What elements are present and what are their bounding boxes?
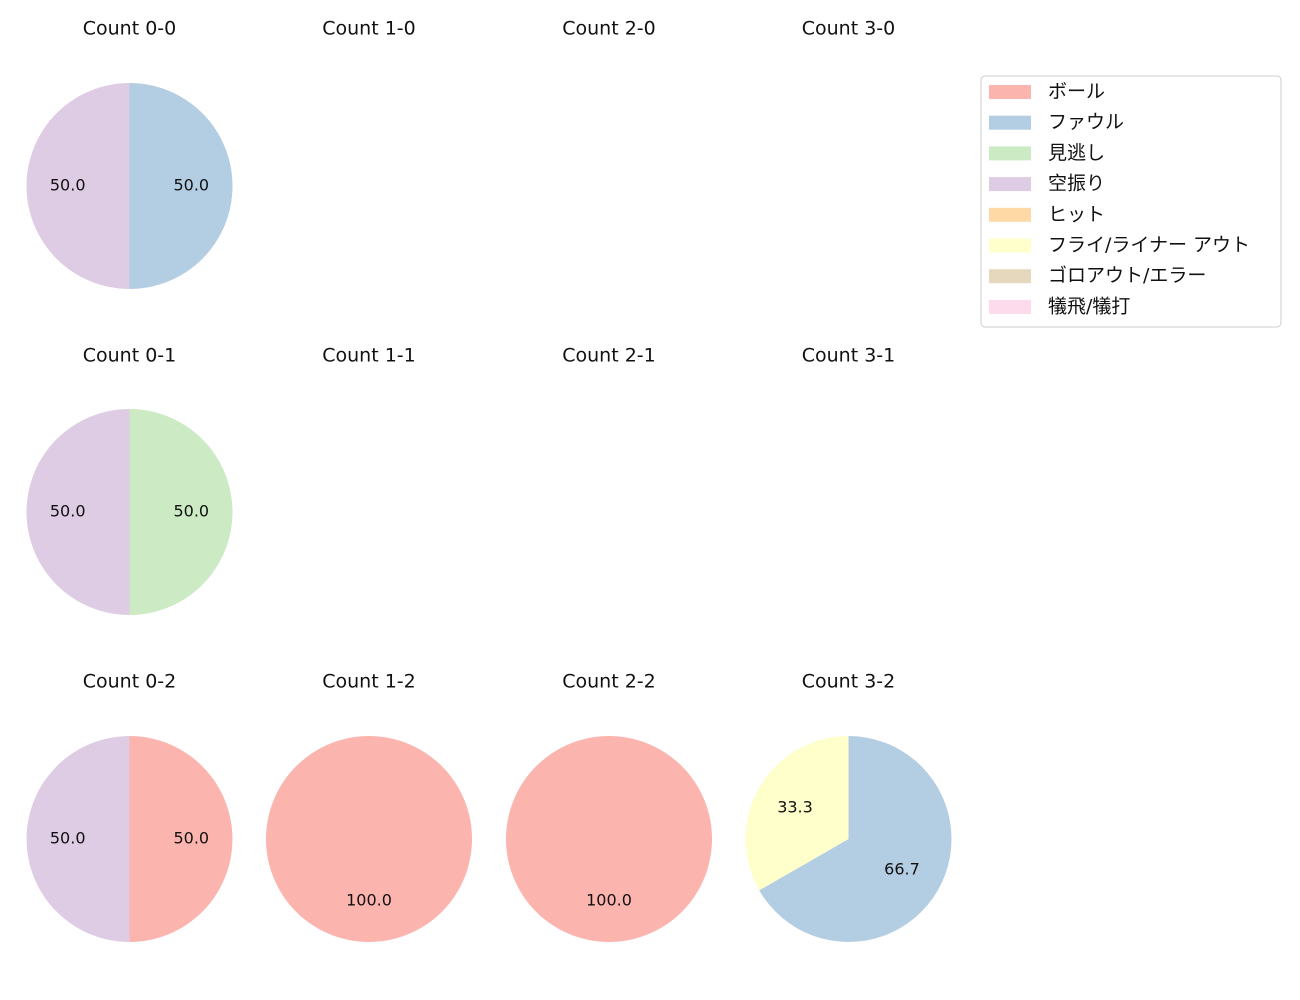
legend-label-fly-liner-out: フライ/ライナー アウト <box>1048 234 1250 256</box>
legend-swatch-foul <box>989 115 1031 130</box>
legend-label-foul: ファウル <box>1048 111 1124 133</box>
pie-count-1-0: Count 1-0 <box>322 18 416 40</box>
legend-label-sacrifice: 犠飛/犠打 <box>1048 295 1130 317</box>
legend-label-grounder-error: ゴロアウト/エラー <box>1048 265 1206 287</box>
legend-swatch-ball <box>989 85 1031 99</box>
pie-count-0-0-title: Count 0-0 <box>83 18 177 40</box>
pie-count-3-2-label-fly-liner-out: 33.3 <box>777 798 813 817</box>
pie-count-0-0: Count 0-0 50.0 50.0 <box>26 18 233 289</box>
pie-count-2-1: Count 2-1 <box>562 345 656 367</box>
pie-count-2-2-slice-ball <box>506 736 712 942</box>
legend-swatch-grounder-error <box>989 269 1031 284</box>
pie-count-0-1-title: Count 0-1 <box>83 345 177 367</box>
legend-label-ball: ボール <box>1048 81 1105 103</box>
legend-swatch-fly-liner-out <box>989 238 1031 253</box>
pie-count-2-2-label-ball: 100.0 <box>586 890 632 909</box>
legend-swatch-swinging <box>989 177 1031 192</box>
pie-count-1-2-title: Count 1-2 <box>322 671 416 693</box>
pie-count-1-1-title: Count 1-1 <box>322 345 416 367</box>
pie-count-3-1-title: Count 3-1 <box>802 345 896 367</box>
pie-count-3-2-label-foul: 66.7 <box>884 859 920 878</box>
pie-count-0-2: Count 0-2 50.0 50.0 <box>26 671 233 942</box>
pie-count-2-2-title: Count 2-2 <box>562 671 656 693</box>
pie-count-0-0-label-swinging: 50.0 <box>50 176 86 195</box>
pie-count-0-2-slice-swinging <box>26 736 130 942</box>
pie-count-0-1-label-swinging: 50.0 <box>50 502 86 521</box>
pie-count-3-2-slice-fly-liner-out <box>745 736 849 891</box>
legend-swatch-hit <box>989 207 1031 222</box>
pie-count-2-0: Count 2-0 <box>562 18 656 40</box>
pie-count-0-1-slice-swinging <box>26 409 130 615</box>
pie-count-1-2: Count 1-2 100.0 <box>266 671 472 942</box>
pie-count-0-0-slice-foul <box>129 83 233 289</box>
pie-count-3-2-title: Count 3-2 <box>802 671 896 693</box>
pie-count-0-1-slice-looking <box>129 409 233 615</box>
legend-label-looking: 見逃し <box>1048 142 1105 164</box>
pie-count-0-1-label-looking: 50.0 <box>173 502 209 521</box>
pie-count-0-1: Count 0-1 50.0 50.0 <box>26 345 233 615</box>
pie-count-0-2-label-swinging: 50.0 <box>50 829 86 848</box>
pie-count-2-0-title: Count 2-0 <box>562 18 656 40</box>
pie-panels: Count 0-0 50.0 50.0 Count 1-0 Count 2-0 Count… <box>26 18 952 942</box>
legend-swatch-looking <box>989 146 1031 161</box>
legend-frame <box>980 75 1282 328</box>
pie-count-0-2-slice-ball <box>129 736 233 942</box>
pie-count-3-2-slice-foul <box>759 736 952 942</box>
pie-count-3-2: Count 3-2 66.7 33.3 <box>745 671 952 942</box>
pie-count-3-0-title: Count 3-0 <box>802 18 896 40</box>
legend-label-hit: ヒット <box>1048 203 1105 225</box>
legend-label-swinging: 空振り <box>1048 173 1105 195</box>
pie-count-3-1: Count 3-1 <box>802 345 896 367</box>
pie-count-1-2-slice-ball <box>266 736 472 942</box>
pie-count-2-2: Count 2-2 100.0 <box>506 671 712 942</box>
pie-count-1-1: Count 1-1 <box>322 345 416 367</box>
pie-count-0-2-title: Count 0-2 <box>83 671 177 693</box>
pie-count-0-0-slice-swinging <box>26 83 130 289</box>
legend-swatch-sacrifice <box>989 299 1031 314</box>
pie-count-3-0: Count 3-0 <box>802 18 896 40</box>
pie-count-1-0-title: Count 1-0 <box>322 18 416 40</box>
pie-count-0-0-label-foul: 50.0 <box>173 176 209 195</box>
pie-count-0-2-label-ball: 50.0 <box>173 829 209 848</box>
pie-count-1-2-label-ball: 100.0 <box>346 890 392 909</box>
pie-count-2-1-title: Count 2-1 <box>562 345 656 367</box>
